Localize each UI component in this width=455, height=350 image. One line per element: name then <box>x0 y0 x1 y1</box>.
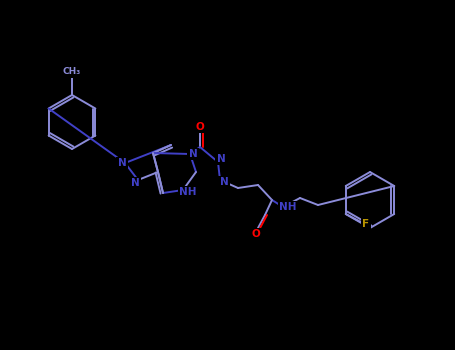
Text: NH: NH <box>179 187 197 197</box>
Text: N: N <box>118 158 126 168</box>
Text: O: O <box>196 122 204 132</box>
Text: NH: NH <box>279 202 297 212</box>
Text: N: N <box>217 154 225 164</box>
Text: N: N <box>189 149 197 159</box>
Text: N: N <box>220 177 228 187</box>
Text: F: F <box>362 219 369 229</box>
Text: N: N <box>131 178 139 188</box>
Text: O: O <box>252 229 260 239</box>
Text: CH₃: CH₃ <box>63 68 81 77</box>
